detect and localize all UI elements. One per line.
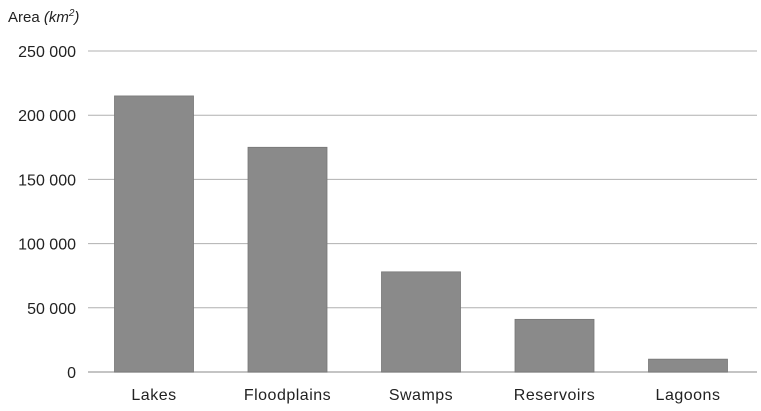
bar-lakes [114, 95, 194, 373]
y-axis-title-text: Area [8, 9, 40, 26]
x-tick-label: Floodplains [244, 387, 331, 404]
y-tick-label: 250 000 [18, 44, 76, 61]
x-tick-label: Reservoirs [514, 387, 595, 404]
y-tick-label: 100 000 [18, 237, 76, 254]
bar-lagoons [648, 358, 728, 373]
bar-reservoirs [514, 318, 595, 373]
x-tick-label: Swamps [389, 387, 453, 404]
y-tick-label: 200 000 [18, 108, 76, 125]
y-tick-label: 150 000 [18, 172, 76, 189]
x-axis-labels: Lakes Floodplains Swamps Reservoirs Lagoons [131, 387, 720, 404]
x-tick-label: Lagoons [656, 387, 721, 404]
x-tick-label: Lakes [131, 387, 176, 404]
y-tick-label: 50 000 [27, 301, 76, 318]
bar-floodplains [247, 146, 328, 373]
y-axis-unit-superscript: 2 [68, 8, 75, 19]
y-tick-label: 0 [67, 365, 76, 382]
bar-swamps [381, 271, 461, 373]
bars [114, 95, 728, 373]
y-axis-unit: (km2) [44, 8, 80, 26]
y-axis-title: Area (km2) [8, 8, 79, 26]
y-axis-ticks: 0 50 000 100 000 150 000 200 000 250 000 [18, 44, 76, 382]
